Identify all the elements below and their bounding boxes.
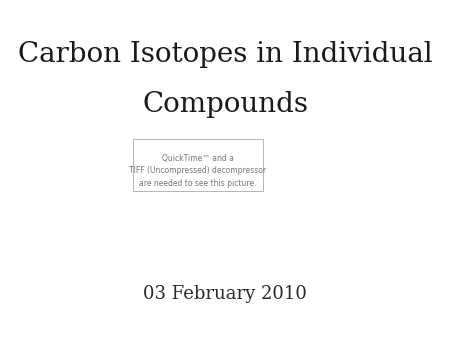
Text: 03 February 2010: 03 February 2010 [143,285,307,303]
Text: Compounds: Compounds [142,91,308,118]
Text: QuickTime™ and a
TIFF (Uncompressed) decompressor
are needed to see this picture: QuickTime™ and a TIFF (Uncompressed) dec… [130,154,266,188]
Bar [133,139,263,191]
Text: Carbon Isotopes in Individual: Carbon Isotopes in Individual [18,41,432,68]
